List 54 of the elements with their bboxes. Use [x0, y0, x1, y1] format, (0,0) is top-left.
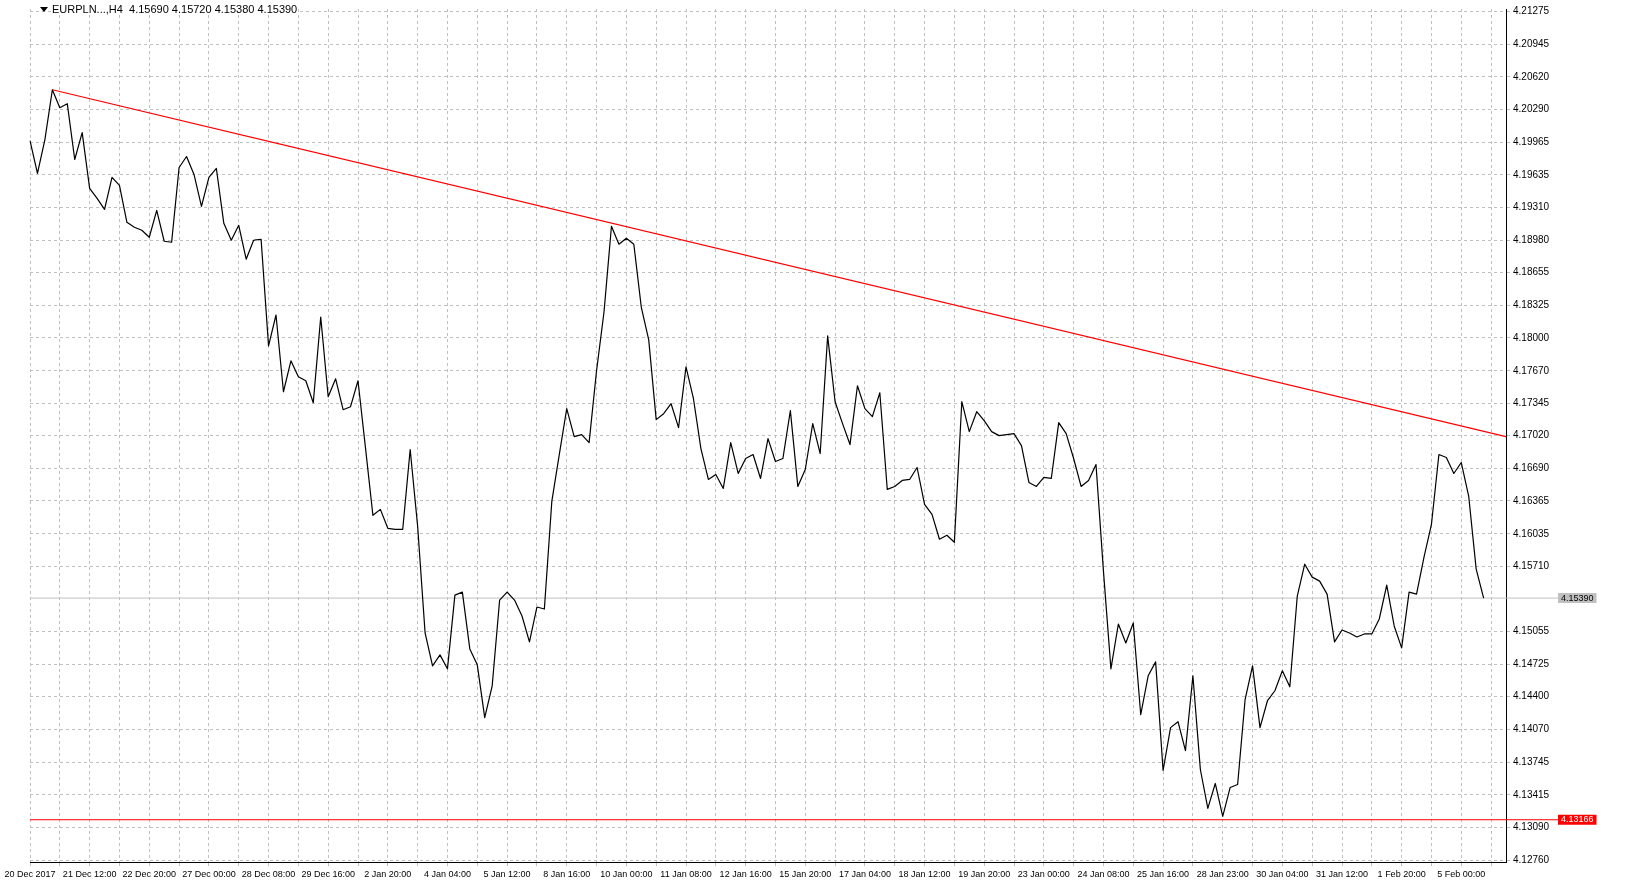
- y-tick-label: 4.12760: [1513, 853, 1550, 865]
- x-tick-label: 2 Jan 20:00: [364, 869, 412, 880]
- x-tick-label: 5 Jan 12:00: [483, 869, 531, 880]
- y-tick-label: 4.17020: [1513, 429, 1550, 441]
- x-tick-label: 12 Jan 16:00: [719, 869, 772, 880]
- y-tick-label: 4.20290: [1513, 103, 1550, 115]
- y-tick-label: 4.17670: [1513, 364, 1550, 376]
- x-tick-label: 1 Feb 20:00: [1377, 869, 1426, 880]
- y-tick-label: 4.14400: [1513, 690, 1550, 702]
- x-tick-label: 11 Jan 08:00: [660, 869, 712, 880]
- y-tick-label: 4.19965: [1513, 135, 1550, 147]
- x-tick-label: 31 Jan 12:00: [1315, 869, 1369, 880]
- y-tick-label: 4.13745: [1513, 755, 1550, 767]
- x-tick-label: 10 Jan 00:00: [600, 869, 653, 880]
- x-tick-label: 28 Jan 23:00: [1196, 869, 1249, 880]
- x-tick-label: 18 Jan 12:00: [898, 869, 951, 880]
- y-tick-label: 4.18980: [1513, 233, 1550, 245]
- x-tick-label: 23 Jan 00:00: [1017, 869, 1070, 880]
- x-tick-label: 30 Jan 04:00: [1256, 869, 1309, 880]
- y-tick-label: 4.15055: [1513, 625, 1550, 637]
- y-tick-label: 4.18000: [1513, 331, 1550, 343]
- x-tick-label: 28 Dec 08:00: [241, 869, 296, 880]
- x-tick-label: 21 Dec 12:00: [62, 869, 117, 880]
- x-tick-label: 22 Dec 20:00: [122, 869, 177, 880]
- y-tick-label: 4.16035: [1513, 527, 1550, 539]
- y-tick-label: 4.13090: [1513, 821, 1550, 833]
- y-tick-label: 4.21275: [1513, 5, 1550, 17]
- y-tick-label: 4.16690: [1513, 462, 1550, 474]
- ref-line-label: 4.13166: [1561, 814, 1594, 825]
- y-tick-label: 4.20620: [1513, 70, 1550, 82]
- y-tick-label: 4.16365: [1513, 494, 1550, 506]
- y-tick-label: 4.14725: [1513, 658, 1550, 670]
- x-tick-label: 5 Feb 00:00: [1437, 869, 1486, 880]
- x-tick-label: 15 Jan 20:00: [779, 869, 832, 880]
- y-tick-label: 4.14070: [1513, 723, 1550, 735]
- y-tick-label: 4.20945: [1513, 38, 1550, 50]
- x-tick-label: 27 Dec 00:00: [182, 869, 236, 880]
- x-tick-label: 8 Jan 16:00: [543, 869, 591, 880]
- x-tick-label: 25 Jan 16:00: [1137, 869, 1190, 880]
- y-tick-label: 4.18325: [1513, 299, 1550, 311]
- y-tick-label: 4.13415: [1513, 788, 1550, 800]
- y-tick-label: 4.17345: [1513, 396, 1550, 408]
- x-tick-label: 29 Dec 16:00: [301, 869, 355, 880]
- x-tick-label: 4 Jan 04:00: [423, 869, 471, 880]
- ref-line-label: 4.15390: [1561, 592, 1594, 603]
- y-tick-label: 4.15710: [1513, 559, 1550, 571]
- x-tick-label: 19 Jan 20:00: [958, 869, 1011, 880]
- x-tick-label: 17 Jan 04:00: [838, 869, 891, 880]
- chart-title: EURPLN...,H4 4.15690 4.15720 4.15380 4.15390: [52, 3, 298, 15]
- y-tick-label: 4.18655: [1513, 266, 1550, 278]
- x-tick-label: 24 Jan 08:00: [1077, 869, 1130, 880]
- y-tick-label: 4.19635: [1513, 168, 1550, 180]
- x-tick-label: 20 Dec 2017: [4, 869, 56, 880]
- y-tick-label: 4.19310: [1513, 201, 1550, 213]
